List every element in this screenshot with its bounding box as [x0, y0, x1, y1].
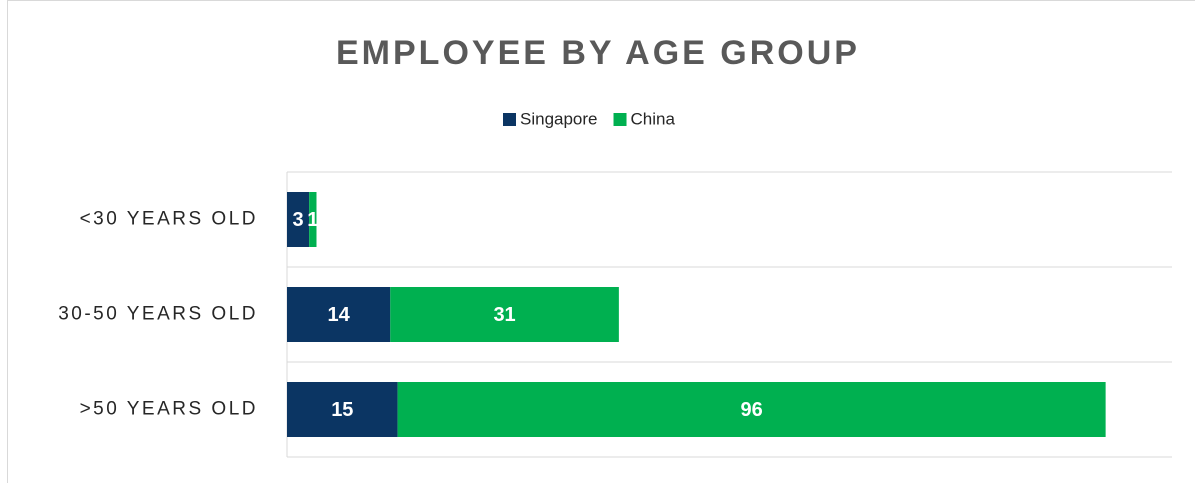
- bar-segment: [287, 287, 391, 342]
- y-tick-label: 30-50 YEARS OLD: [58, 304, 258, 325]
- y-tick-label: <30 YEARS OLD: [80, 209, 258, 230]
- data-label: 96: [741, 399, 763, 421]
- data-label: 1: [307, 209, 318, 231]
- legend-label: China: [631, 109, 676, 128]
- y-tick-label: >50 YEARS OLD: [80, 399, 258, 420]
- bar-segment: [309, 192, 317, 247]
- bar-segment: [287, 382, 398, 437]
- bar-segment: [390, 287, 619, 342]
- data-label: 14: [328, 304, 351, 326]
- chart-border: [7, 0, 1195, 483]
- legend-swatch: [503, 113, 516, 126]
- data-label: 15: [331, 399, 353, 421]
- data-label: 3: [293, 209, 304, 231]
- data-label: 31: [493, 304, 515, 326]
- bar-segment: [287, 192, 310, 247]
- chart-title: EMPLOYEE BY AGE GROUP: [336, 34, 860, 72]
- legend-label: Singapore: [520, 109, 598, 128]
- legend-swatch: [613, 113, 627, 126]
- bar-segment: [397, 382, 1106, 437]
